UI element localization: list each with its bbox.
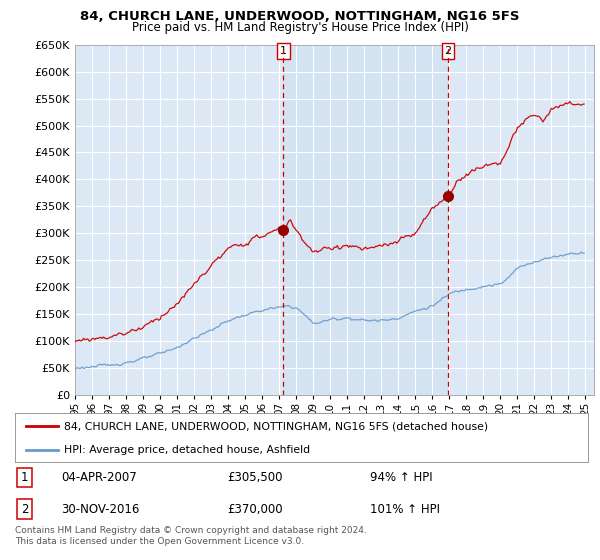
- Text: HPI: Average price, detached house, Ashfield: HPI: Average price, detached house, Ashf…: [64, 445, 310, 455]
- Text: 30-NOV-2016: 30-NOV-2016: [61, 502, 139, 516]
- Text: 2: 2: [21, 502, 28, 516]
- Text: 04-APR-2007: 04-APR-2007: [61, 471, 137, 484]
- Text: £370,000: £370,000: [227, 502, 283, 516]
- Text: £305,500: £305,500: [227, 471, 283, 484]
- Text: 101% ↑ HPI: 101% ↑ HPI: [370, 502, 440, 516]
- Bar: [283, 45, 448, 395]
- Text: Price paid vs. HM Land Registry's House Price Index (HPI): Price paid vs. HM Land Registry's House …: [131, 21, 469, 34]
- Text: Contains HM Land Registry data © Crown copyright and database right 2024.
This d: Contains HM Land Registry data © Crown c…: [15, 526, 367, 546]
- Text: 2: 2: [445, 46, 452, 56]
- Text: 94% ↑ HPI: 94% ↑ HPI: [370, 471, 433, 484]
- Text: 1: 1: [280, 46, 287, 56]
- Text: 1: 1: [21, 471, 28, 484]
- Text: 84, CHURCH LANE, UNDERWOOD, NOTTINGHAM, NG16 5FS (detached house): 84, CHURCH LANE, UNDERWOOD, NOTTINGHAM, …: [64, 421, 488, 431]
- Text: 84, CHURCH LANE, UNDERWOOD, NOTTINGHAM, NG16 5FS: 84, CHURCH LANE, UNDERWOOD, NOTTINGHAM, …: [80, 10, 520, 23]
